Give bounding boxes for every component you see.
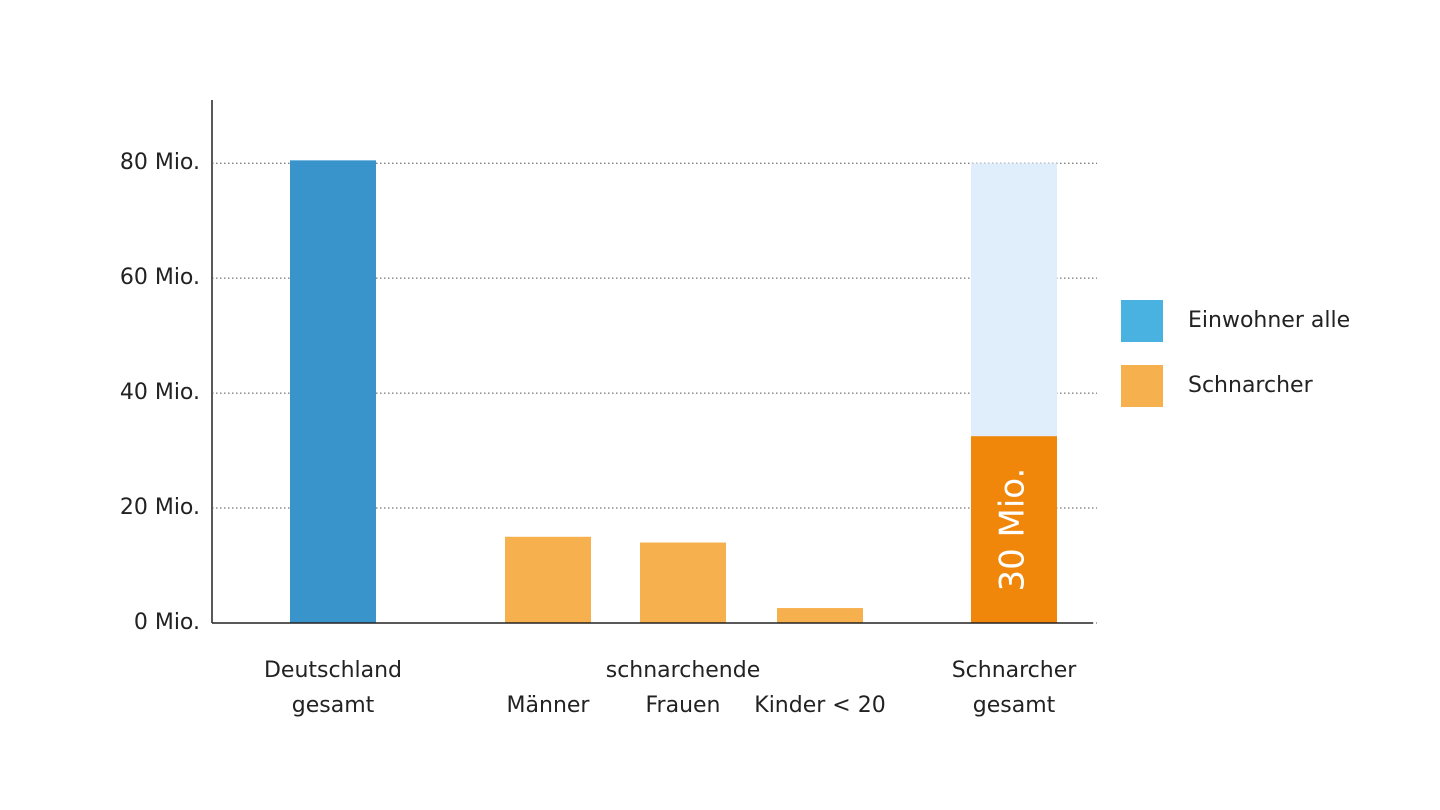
y-tick-label: 40 Mio. <box>120 380 200 405</box>
x-tick-label: Schnarcher <box>952 658 1078 683</box>
x-tick-label: gesamt <box>973 693 1056 718</box>
bar <box>971 436 1057 623</box>
bar <box>640 542 726 623</box>
y-tick-label: 80 Mio. <box>120 150 200 175</box>
group-label: schnarchende <box>606 658 761 683</box>
legend-swatch <box>1121 300 1163 342</box>
value-label: 30 Mio. <box>993 468 1033 592</box>
legend-label: Schnarcher <box>1188 373 1314 398</box>
x-tick-label: Männer <box>507 693 591 718</box>
bar <box>290 160 376 623</box>
legend-swatch <box>1121 365 1163 407</box>
y-tick-label: 20 Mio. <box>120 495 200 520</box>
bar <box>777 608 863 623</box>
x-tick-label: Deutschland <box>264 658 402 683</box>
x-tick-label: gesamt <box>292 693 375 718</box>
bar <box>505 536 591 623</box>
x-tick-label: Kinder < 20 <box>754 693 885 718</box>
y-tick-label: 60 Mio. <box>120 265 200 290</box>
x-tick-label: Frauen <box>645 693 720 718</box>
legend-label: Einwohner alle <box>1188 308 1350 333</box>
y-tick-label: 0 Mio. <box>134 610 200 635</box>
